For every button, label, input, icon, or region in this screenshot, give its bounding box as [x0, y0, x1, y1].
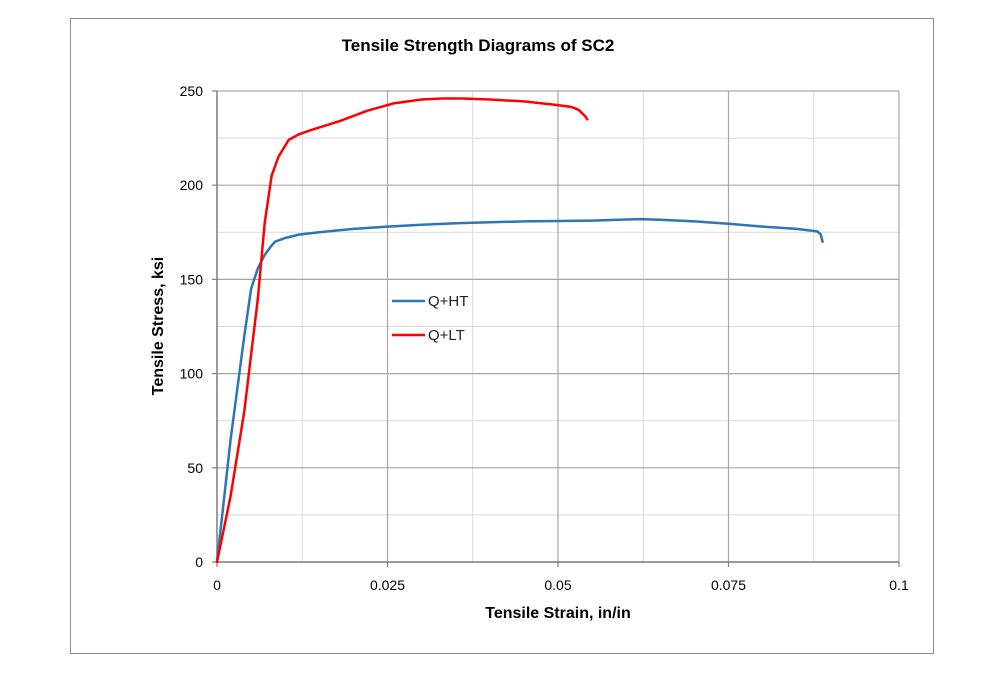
x-tick-label: 0 [213, 577, 221, 593]
x-tick-label: 0.1 [889, 577, 909, 593]
x-tick-label: 0.075 [711, 577, 746, 593]
data-series [215, 97, 824, 564]
legend-label: Q+HT [428, 293, 468, 310]
chart-frame [70, 18, 934, 654]
y-tick-label: 150 [180, 271, 204, 287]
tick-labels: 0 50 100 150 200 250 0 0.025 0.05 0.075 0.1 [180, 83, 909, 593]
legend: Q+HT Q+LT [392, 293, 468, 344]
chart-title: Tensile Strength Diagrams of SC2 [342, 36, 615, 55]
y-tick-label: 50 [187, 460, 203, 476]
y-tick-label: 250 [180, 83, 204, 99]
y-tick-label: 200 [180, 177, 204, 193]
x-tick-label: 0.05 [544, 577, 571, 593]
y-tick-label: 0 [195, 554, 203, 570]
gridlines [212, 90, 900, 567]
x-axis-title: Tensile Strain, in/in [485, 605, 631, 622]
x-tick-label: 0.025 [370, 577, 405, 593]
series-line-q-ht [215, 217, 824, 564]
legend-label: Q+LT [428, 327, 465, 344]
series-line-q-lt [215, 97, 589, 564]
y-tick-label: 100 [180, 366, 204, 382]
y-axis-title: Tensile Stress, ksi [150, 257, 167, 395]
